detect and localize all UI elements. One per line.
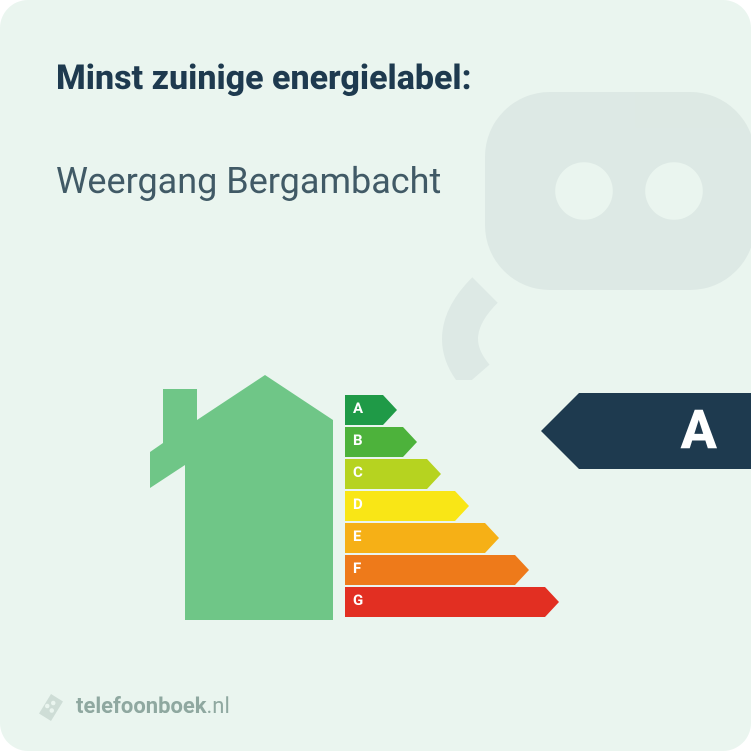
footer-brand-rest: .nl — [207, 694, 230, 719]
selected-label-tag: A — [541, 393, 751, 469]
footer: telefoonboek.nl — [36, 691, 230, 721]
card-subtitle: Weergang Bergambacht — [56, 160, 441, 202]
energy-bar-letter: F — [353, 559, 361, 577]
watermark-plug — [431, 20, 751, 380]
energy-label-card: Minst zuinige energielabel: Weergang Ber… — [0, 0, 751, 751]
energy-bar-letter: G — [353, 591, 363, 609]
house-icon — [150, 375, 335, 620]
footer-logo-icon — [36, 691, 66, 721]
energy-bar-letter: B — [353, 431, 363, 449]
energy-diagram: ABCDEFG — [150, 375, 570, 635]
footer-brand-bold: telefoonboek — [76, 694, 207, 719]
card-title: Minst zuinige energielabel: — [56, 58, 472, 98]
selected-label-letter: A — [680, 399, 717, 462]
energy-bar-letter: D — [353, 495, 363, 513]
energy-bar-letter: E — [353, 527, 361, 545]
energy-bar-letter: C — [353, 463, 363, 481]
footer-brand: telefoonboek.nl — [76, 694, 230, 719]
energy-bar-letter: A — [353, 399, 363, 417]
